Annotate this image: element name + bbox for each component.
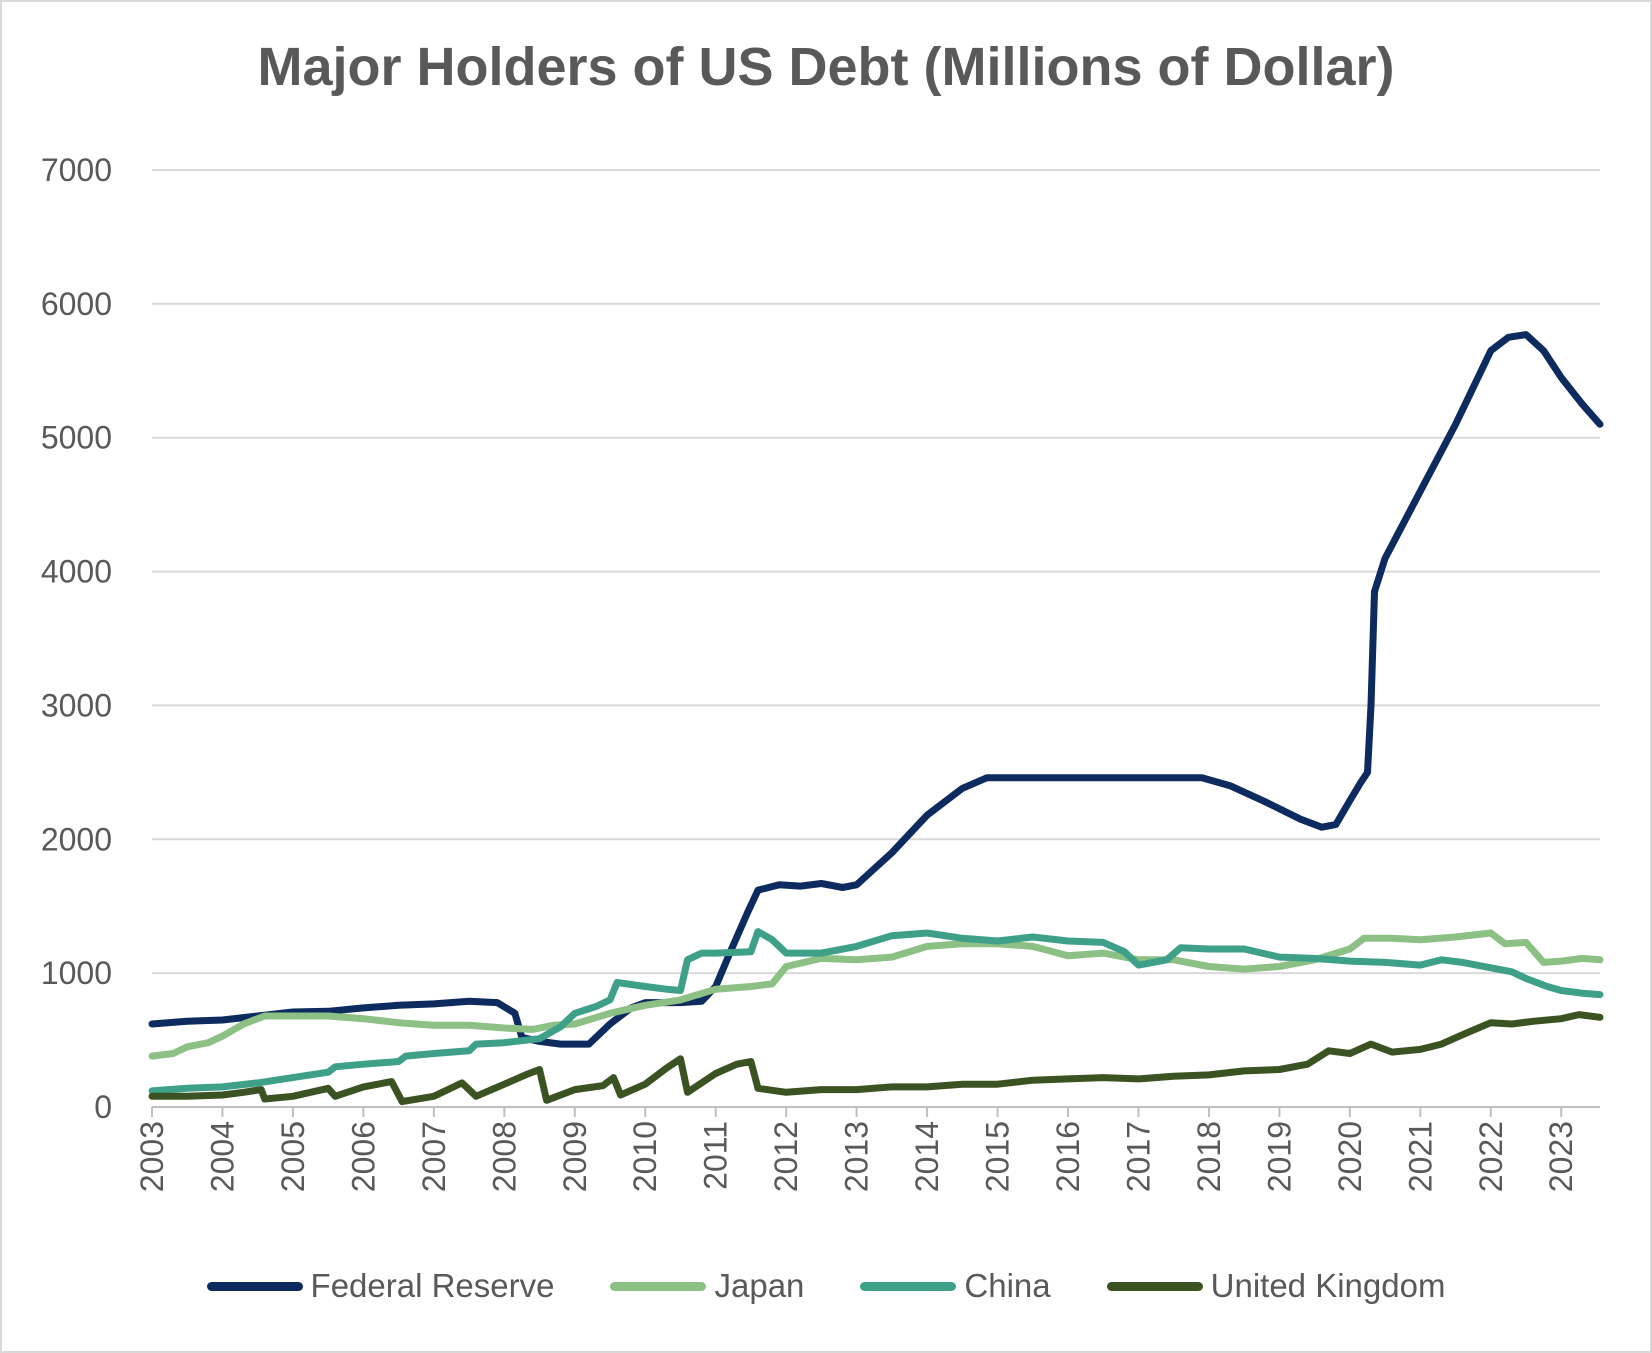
x-tick-label: 2020 [1332, 1121, 1368, 1192]
x-tick-label: 2022 [1473, 1121, 1509, 1192]
x-tick-label: 2018 [1191, 1121, 1227, 1192]
x-tick-label: 2014 [909, 1121, 945, 1192]
legend-item-united-kingdom: United Kingdom [1106, 1267, 1446, 1305]
legend: Federal Reserve Japan China United Kingd… [0, 1262, 1652, 1310]
y-tick-label: 6000 [41, 286, 112, 322]
chart-title: Major Holders of US Debt (Millions of Do… [257, 37, 1395, 97]
legend-item-federal-reserve: Federal Reserve [206, 1267, 555, 1305]
x-tick-label: 2015 [980, 1121, 1016, 1192]
x-tick-label: 2004 [204, 1121, 240, 1192]
x-tick-label: 2010 [627, 1121, 663, 1192]
x-tick-label: 2008 [486, 1121, 522, 1192]
series-line-federal-reserve [148, 331, 1604, 1048]
series-line-united-kingdom [148, 1011, 1604, 1106]
y-tick-label: 1000 [41, 955, 112, 991]
x-tick-label: 2019 [1261, 1121, 1297, 1192]
x-tick-label: 2005 [275, 1121, 311, 1192]
y-tick-label: 0 [94, 1089, 112, 1125]
legend-swatch-federal-reserve [206, 1281, 303, 1291]
legend-label-china: China [964, 1267, 1051, 1304]
x-tick-label: 2016 [1050, 1121, 1086, 1192]
series-line-japan [148, 929, 1604, 1060]
y-tick-label: 3000 [41, 687, 112, 723]
y-tick-label: 4000 [41, 554, 112, 590]
x-tick-label: 2009 [557, 1121, 593, 1192]
legend-item-china: China [860, 1267, 1051, 1305]
legend-item-japan: Japan [610, 1267, 804, 1305]
x-tick-label: 2006 [345, 1121, 381, 1192]
legend-label-japan: Japan [714, 1267, 805, 1304]
y-tick-label: 5000 [41, 420, 112, 456]
x-tick-label: 2003 [134, 1121, 170, 1192]
y-tick-label: 2000 [41, 821, 112, 857]
x-axis: 2003 2004 2005 2006 2007 2008 2009 2010 2011 2012… [134, 1106, 1600, 1192]
x-tick-label: 2021 [1402, 1121, 1438, 1192]
legend-swatch-japan [610, 1281, 707, 1291]
legend-label-federal-reserve: Federal Reserve [310, 1267, 555, 1304]
x-tick-label: 2017 [1120, 1121, 1156, 1192]
x-tick-label: 2012 [768, 1121, 804, 1192]
x-tick-label: 2007 [416, 1121, 452, 1192]
x-tick-label: 2023 [1543, 1121, 1579, 1192]
legend-swatch-china [860, 1281, 957, 1291]
series-layer [148, 331, 1604, 1106]
x-tick-label: 2011 [698, 1121, 734, 1190]
gridlines [152, 169, 1600, 975]
y-axis-ticks: 0 1000 2000 3000 4000 5000 6000 7000 [41, 152, 112, 1125]
legend-label-united-kingdom: United Kingdom [1210, 1267, 1446, 1304]
x-tick-label: 2013 [839, 1121, 875, 1192]
y-tick-label: 7000 [41, 152, 112, 188]
legend-swatch-united-kingdom [1106, 1281, 1203, 1291]
series-line-china [148, 928, 1604, 1095]
